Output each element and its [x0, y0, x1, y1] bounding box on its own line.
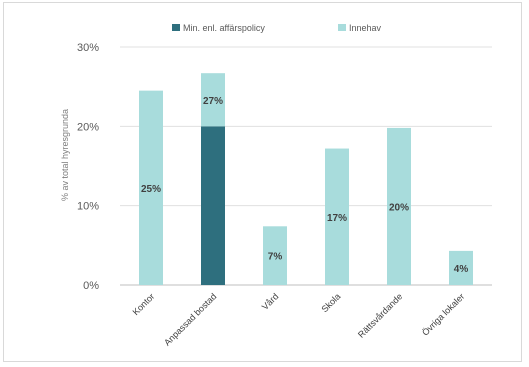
y-tick-label: 20%	[77, 121, 99, 133]
bar	[139, 90, 163, 285]
bar	[263, 226, 287, 285]
data-label: 7%	[268, 252, 283, 263]
legend: Min. enl. affärspolicy Innehav	[172, 23, 382, 33]
x-category-label: Övriga lokaler	[420, 291, 466, 337]
bar	[387, 127, 411, 285]
data-labels: 25% 27% 7% 17% 20% 4%	[141, 96, 468, 275]
y-tick-label: 0%	[83, 280, 99, 292]
data-label: 20%	[389, 202, 409, 213]
y-axis-label: % av total hyresgrunda	[60, 109, 70, 201]
x-category-label: Kontor	[131, 291, 157, 317]
bars	[139, 73, 473, 285]
x-category-label: Skola	[319, 291, 342, 314]
x-category-label: Anpassad bostad	[162, 291, 218, 347]
legend-label-min-policy: Min. enl. affärspolicy	[183, 23, 265, 33]
bar	[325, 148, 349, 285]
x-axis-categories: Kontor Anpassad bostad Vård Skola Rättsvårda…	[131, 291, 467, 347]
y-tick-label: 30%	[77, 42, 99, 54]
data-label: 27%	[203, 96, 223, 107]
x-category-label: Vård	[260, 291, 281, 312]
data-label: 17%	[327, 213, 347, 224]
gridlines	[120, 46, 492, 286]
y-axis-ticks: 0% 10% 20% 30%	[77, 42, 99, 292]
bar	[201, 126, 225, 285]
data-label: 4%	[454, 264, 469, 275]
legend-swatch-innehav	[338, 24, 346, 31]
bar	[449, 250, 473, 285]
chart-frame	[3, 2, 522, 362]
data-label: 25%	[141, 184, 161, 195]
legend-swatch-min-policy	[172, 24, 180, 31]
x-category-label: Rättsvårdande	[356, 291, 404, 339]
legend-label-innehav: Innehav	[349, 23, 382, 33]
bar	[201, 73, 225, 127]
y-tick-label: 10%	[77, 201, 99, 213]
